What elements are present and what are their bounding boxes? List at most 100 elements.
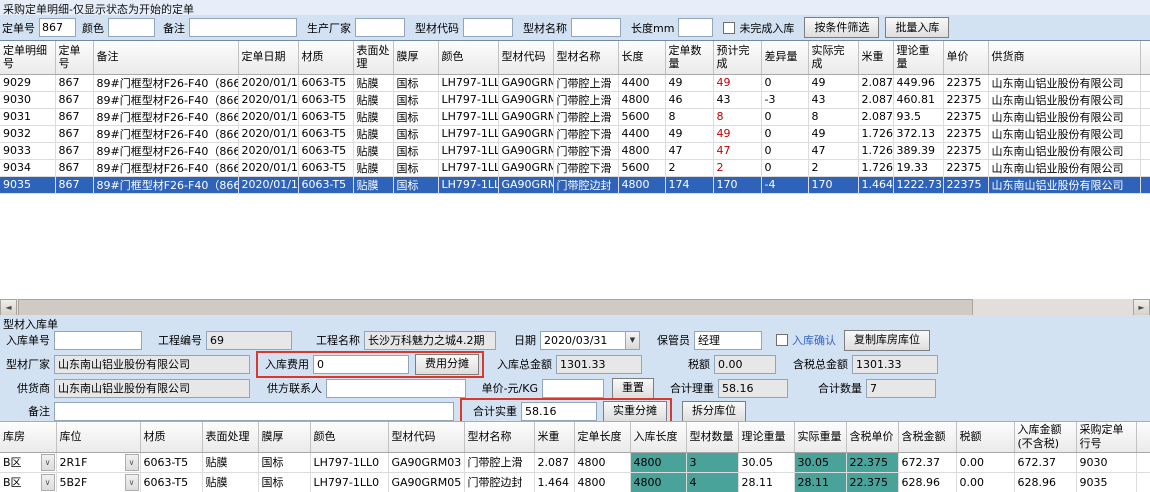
column-header[interactable]: 理论重量 — [738, 422, 795, 453]
column-header[interactable]: 表面处理 — [353, 41, 394, 75]
cell: 867 — [55, 125, 94, 143]
total-qty-field[interactable]: 7 — [866, 378, 936, 398]
project-name-field[interactable]: 长沙万科魅力之城4.2期 — [364, 330, 496, 350]
profile-code-input[interactable] — [463, 18, 513, 37]
copy-warehouse-location-button[interactable]: 复制库房库位 — [844, 329, 930, 351]
dropdown-arrow-icon[interactable]: ∨ — [40, 473, 55, 491]
column-header[interactable]: 定单号 — [55, 41, 94, 75]
column-header[interactable]: 含税单价 — [846, 422, 899, 453]
remark-input[interactable] — [189, 18, 297, 37]
actual-weight-share-button[interactable]: 实重分摊 — [603, 400, 667, 422]
split-location-button[interactable]: 拆分库位 — [682, 400, 746, 422]
column-header[interactable]: 表面处理 — [202, 422, 259, 453]
inbound-fee-field[interactable]: 0 — [313, 354, 409, 374]
table-row[interactable]: 903186789#门框型材F26-F40（866+867）2020/01/13… — [0, 108, 1150, 126]
column-header[interactable]: 差异量 — [761, 41, 809, 75]
column-header[interactable]: 供货商 — [988, 41, 1141, 75]
profile-name-input[interactable] — [571, 18, 621, 37]
column-header[interactable]: 采购定单行号 — [1076, 422, 1137, 453]
column-header[interactable]: 理论重量 — [893, 41, 944, 75]
column-header[interactable]: 长度 — [618, 41, 666, 75]
inbound-confirm-checkbox[interactable] — [776, 334, 788, 346]
column-header[interactable]: 型材名称 — [553, 41, 619, 75]
column-header[interactable]: 税额 — [956, 422, 1015, 453]
cell: LH797-1LL0 — [438, 142, 499, 160]
table-row[interactable]: 903486789#门框型材F26-F40（866+867）2020/01/13… — [0, 159, 1150, 177]
cell: 89#门框型材F26-F40（866+867） — [93, 91, 239, 109]
column-header[interactable] — [1136, 422, 1150, 453]
dropdown-arrow-icon[interactable]: ∨ — [124, 473, 139, 491]
scroll-left-arrow-icon[interactable]: ◄ — [0, 299, 17, 316]
column-header[interactable]: 型材代码 — [388, 422, 465, 453]
keeper-field[interactable]: 经理 — [694, 330, 762, 350]
dropdown-arrow-icon[interactable]: ∨ — [40, 453, 55, 471]
project-no-field[interactable]: 69 — [206, 330, 292, 350]
table-row[interactable]: 903086789#门框型材F26-F40（866+867）2020/01/13… — [0, 91, 1150, 109]
inbound-form-panel: 型材入库单 入库单号 工程编号 69 工程名称 长沙万科魅力之城4.2期 日期 … — [0, 315, 1150, 425]
column-header[interactable]: 米重 — [534, 422, 575, 453]
cell: 28.11 — [738, 472, 795, 492]
column-header[interactable]: 颜色 — [438, 41, 499, 75]
profile-factory-field[interactable]: 山东南山铝业股份有限公司 — [54, 354, 250, 374]
order-grid-hscrollbar[interactable]: ◄ ► — [0, 298, 1150, 316]
column-header[interactable]: 实际重量 — [794, 422, 847, 453]
column-header[interactable]: 型材数量 — [686, 422, 739, 453]
total-theory-weight-field[interactable]: 58.16 — [718, 378, 788, 398]
column-header[interactable]: 入库金额(不含税) — [1014, 422, 1077, 453]
column-header[interactable]: 定单数量 — [665, 41, 714, 75]
column-header[interactable]: 入库长度 — [630, 422, 687, 453]
tax-field[interactable]: 0.00 — [714, 354, 776, 374]
supplier-field[interactable]: 山东南山铝业股份有限公司 — [54, 378, 250, 398]
column-header[interactable]: 定单明细号 — [0, 41, 56, 75]
column-header[interactable]: 单价 — [943, 41, 989, 75]
supplier-contact-field[interactable] — [326, 378, 466, 398]
batch-inbound-button[interactable]: 批量入库 — [885, 17, 950, 38]
total-actual-weight-field[interactable]: 58.16 — [521, 401, 597, 421]
unfinished-checkbox[interactable] — [723, 21, 736, 34]
order-no-input[interactable] — [39, 18, 76, 37]
form-remark-field[interactable] — [54, 401, 454, 421]
table-row[interactable]: 903386789#门框型材F26-F40（866+867）2020/01/13… — [0, 142, 1150, 160]
date-picker[interactable]: 2020/03/31 ▼ — [540, 330, 640, 350]
unit-price-field[interactable] — [542, 378, 604, 398]
column-header[interactable]: 膜厚 — [393, 41, 439, 75]
column-header[interactable]: 型材名称 — [464, 422, 535, 453]
scroll-right-arrow-icon[interactable]: ► — [1133, 299, 1150, 316]
tax-total-field[interactable]: 1301.33 — [852, 354, 938, 374]
table-row[interactable]: B区 ∨ 2R1F ∨ 6063-T5 贴膜 国标 LH797-1LL0 GA90GRM03 门带… — [0, 452, 1150, 473]
cell: 30.05 — [738, 452, 795, 473]
filter-by-condition-button[interactable]: 按条件筛选 — [804, 17, 880, 38]
table-row[interactable]: 903586789#门框型材F26-F40（866+867）2020/01/13… — [0, 176, 1150, 194]
dropdown-arrow-icon[interactable]: ∨ — [124, 453, 139, 471]
column-header[interactable]: 含税金额 — [898, 422, 957, 453]
column-header[interactable]: 实际完成 — [808, 41, 859, 75]
column-header[interactable]: 备注 — [93, 41, 239, 75]
table-row[interactable]: B区 ∨ 5B2F ∨ 6063-T5 贴膜 国标 LH797-1LL0 GA90GRM05 门带… — [0, 472, 1150, 492]
inbound-total-field[interactable]: 1301.33 — [556, 354, 642, 374]
column-header[interactable]: 预计完成 — [713, 41, 762, 75]
table-row[interactable]: 903286789#门框型材F26-F40（866+867）2020/01/13… — [0, 125, 1150, 143]
column-header[interactable]: 材质 — [298, 41, 354, 75]
column-header[interactable]: 材质 — [140, 422, 203, 453]
column-header[interactable]: 库位 — [56, 422, 141, 453]
stock-no-field[interactable] — [54, 330, 142, 350]
fee-share-button[interactable]: 费用分摊 — [415, 353, 479, 375]
length-input[interactable] — [678, 18, 714, 37]
column-header[interactable]: 颜色 — [310, 422, 389, 453]
column-header[interactable]: 米重 — [858, 41, 894, 75]
cell: 22375 — [943, 74, 989, 92]
column-header[interactable]: 定单日期 — [238, 41, 299, 75]
cell: 46 — [665, 91, 714, 109]
column-header[interactable]: 膜厚 — [258, 422, 311, 453]
reset-button[interactable]: 重置 — [612, 377, 654, 399]
color-input[interactable] — [108, 18, 155, 37]
column-header[interactable]: 型材代码 — [498, 41, 554, 75]
cell: -4 — [761, 176, 809, 194]
manufacturer-input[interactable] — [355, 18, 405, 37]
table-row[interactable]: 902986789#门框型材F26-F40（866+867）2020/01/13… — [0, 74, 1150, 92]
column-header[interactable]: 库房 — [0, 422, 57, 453]
calendar-dropdown-icon[interactable]: ▼ — [625, 331, 639, 349]
hscrollbar-thumb[interactable] — [18, 299, 973, 316]
column-header[interactable]: 定单长度 — [574, 422, 631, 453]
column-header[interactable] — [1140, 41, 1150, 75]
